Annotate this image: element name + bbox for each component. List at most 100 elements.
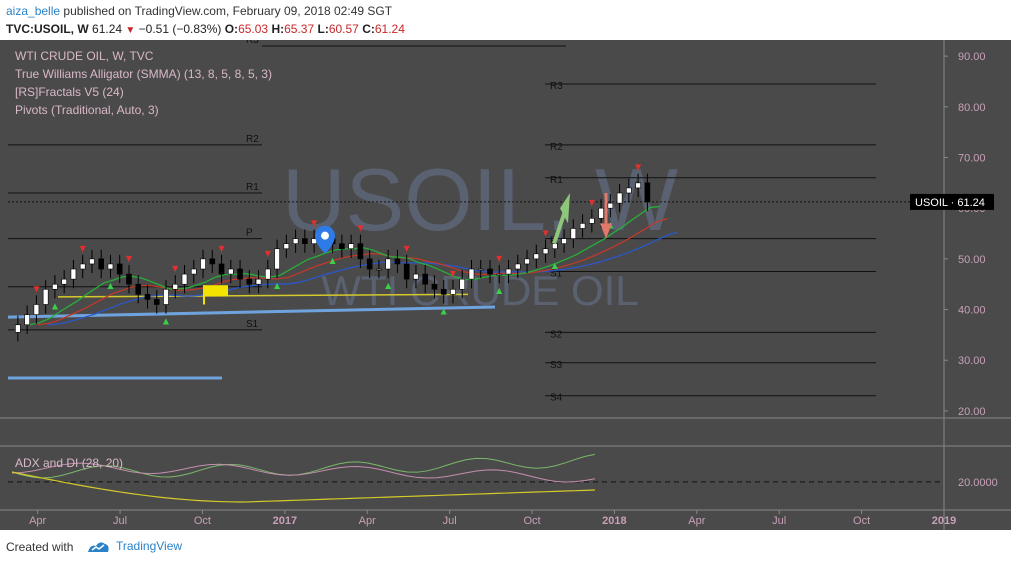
candle-body [292,238,299,244]
candle-body [616,192,623,204]
legend-alligator[interactable]: True Williams Alligator (SMMA) (13, 8, 5… [15,67,272,81]
price-tag-symbol: USOIL · 61.24 [915,197,985,209]
x-tick-label: Apr [359,515,376,527]
chart-background [0,40,1011,530]
candle-body [533,253,540,260]
candle-body [42,288,49,305]
fractal-up-marker: ▼ [542,229,549,238]
candle-body [542,248,549,255]
down-arrow-head [600,223,612,239]
high-label: H: [271,22,285,36]
up-arrow-head [560,192,570,224]
pivot-label-left: R2 [246,134,259,145]
created-with-text: Created with [6,540,74,554]
adx-legend[interactable]: ADX and DI (28, 20) [15,456,123,470]
candle-body [228,268,234,275]
fractal-down-marker: ▲ [441,306,448,315]
candle-body [422,273,429,285]
down-arrow-icon[interactable] [600,192,612,239]
candle-body [477,268,484,271]
last-price: 61.24 [92,22,123,36]
fractal-up-marker: ▼ [496,254,503,263]
x-tick-label: Jul [443,515,457,527]
candle-body [431,283,438,290]
candle-body [302,238,308,244]
up-arrow-icon[interactable] [552,192,570,245]
flag-icon[interactable] [203,285,228,305]
fractal-down-marker: ▲ [274,281,281,290]
candle-body [394,258,401,265]
legend-pivots[interactable]: Pivots (Traditional, Auto, 3) [15,103,159,117]
candle-body [635,182,641,189]
symbol-label: TVC:USOIL, W [6,22,89,36]
fractal-up-marker: ▼ [311,218,318,227]
candle-body [172,283,179,290]
candle-body [283,243,290,250]
x-tick-label: Apr [688,515,705,527]
price-change: −0.51 (−0.83%) [138,22,222,36]
candle-body [514,263,521,270]
yellow-trendline[interactable] [57,293,469,298]
price-chart[interactable]: USOIL, W WTI CRUDE OIL R3 R2 R1 P S1 S1 R3 R2 R1… [0,40,1011,530]
chart-header: aiza_belle published on TradingView.com,… [0,0,1011,40]
legend-fractals[interactable]: [RS]Fractals V5 (24) [15,85,124,99]
pivot-label-right: R1 [550,175,563,186]
candle-body [144,294,151,300]
location-marker-icon[interactable] [315,225,335,254]
candle-body [181,273,188,285]
candle-body [579,223,586,229]
footer: Created with TradingView [0,530,1011,565]
candle-body [153,299,160,305]
candle-body [126,273,132,285]
candle-body [209,258,216,265]
pivot-label-right: S2 [550,329,563,340]
last-price-tag: USOIL · 61.24 [910,193,994,210]
fractal-up-marker: ▼ [218,244,225,253]
candle-body [79,263,86,270]
y-tick-label: 90.00 [958,51,986,63]
candle-body [385,258,391,270]
y-tick-label: 40.00 [958,305,986,317]
fractal-up-marker: ▼ [172,264,179,273]
candle-body [607,202,614,209]
author-link[interactable]: aiza_belle [6,4,61,18]
legend-title: WTI CRUDE OIL, W, TVC [15,49,154,63]
candle-body [89,258,95,265]
x-tick-label: Jul [113,515,127,527]
x-tick-label: 2018 [602,515,626,527]
x-tick-label: Oct [194,515,211,527]
candle-body [255,278,262,285]
fractal-up-marker: ▼ [80,244,87,253]
candle-body [61,278,67,285]
candle-body [70,268,77,280]
price-tag-bg [910,193,994,210]
pivot-label-right: S1 [550,269,563,280]
fractal-up-marker: ▼ [33,284,40,293]
tradingview-brand[interactable]: TradingView [88,539,182,553]
candle-body [524,258,530,265]
x-tick-label: Jul [772,515,786,527]
candle-body [274,248,280,270]
fractal-down-marker: ▲ [52,301,59,310]
fractal-down-marker: ▲ [496,286,503,295]
fractal-up-marker: ▼ [589,198,596,207]
y-tick-label: 70.00 [958,153,986,165]
adx-minus-di-line [11,462,596,483]
x-tick-label: Apr [29,515,46,527]
candle-body [339,243,345,250]
indicator-legend: WTI CRUDE OIL, W, TVC True Williams Alli… [15,49,272,117]
candle-body [237,268,243,280]
pivot-label-left: S1 [246,276,259,287]
y-tick-label: 20.00 [958,406,986,418]
published-text: published on TradingView.com, February 0… [63,4,393,18]
down-triangle-icon: ▼ [125,25,136,36]
candle-body [644,182,651,203]
candle-body [135,283,142,295]
fractal-up-marker: ▼ [450,269,457,278]
symbol-quote-line: TVC:USOIL, W 61.24 ▼ −0.51 (−0.83%) O:65… [6,22,405,36]
x-tick-label: Oct [853,515,870,527]
pivot-label-right: R3 [550,81,563,92]
x-tick-label: Oct [523,515,540,527]
candle-body [107,263,114,270]
pivot-label-left: P [246,228,253,239]
